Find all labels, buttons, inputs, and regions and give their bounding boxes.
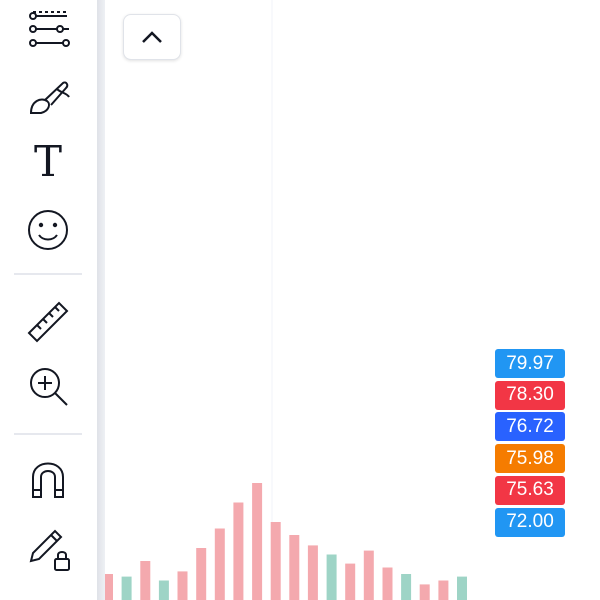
volume-bar	[289, 535, 300, 600]
volume-bar	[196, 548, 207, 600]
volume-bar	[401, 574, 412, 600]
lock-drawing-tool[interactable]	[18, 524, 78, 572]
volume-bars	[103, 483, 467, 600]
volume-bar	[345, 563, 356, 600]
volume-bar	[103, 574, 113, 600]
volume-bar	[326, 554, 337, 600]
volume-bar	[438, 580, 449, 600]
collapse-button[interactable]	[123, 14, 181, 60]
chevron-up-icon	[142, 31, 162, 43]
emoji-icon	[28, 210, 68, 250]
magnet-icon	[32, 462, 64, 498]
text-icon: T	[33, 137, 62, 186]
price-label: 75.98	[495, 444, 565, 474]
volume-bar	[270, 522, 281, 600]
volume-bar	[233, 502, 244, 600]
zoom-in-icon	[30, 368, 68, 406]
zoom-in-tool[interactable]	[18, 362, 78, 410]
toolbar-border	[97, 0, 105, 600]
volume-bar	[158, 580, 169, 600]
ruler-tool[interactable]	[18, 298, 78, 346]
volume-bar	[363, 550, 374, 600]
brush-tool[interactable]	[18, 74, 78, 122]
volume-bar	[214, 528, 225, 600]
volume-bar	[419, 584, 430, 600]
volume-bar	[252, 483, 263, 600]
price-label: 78.30	[495, 380, 565, 410]
drawing-toolbar: T	[0, 0, 97, 600]
magnet-tool[interactable]	[18, 456, 78, 504]
volume-bar	[140, 561, 151, 600]
price-label: 75.63	[495, 475, 565, 505]
price-label: 76.72	[495, 412, 565, 442]
volume-bar	[307, 545, 318, 600]
lock-drawing-icon	[29, 529, 70, 571]
volume-bar	[121, 576, 132, 600]
toolbar-separator	[14, 273, 82, 275]
volume-bar	[177, 571, 188, 600]
brush-icon	[29, 81, 70, 114]
price-label: 72.00	[495, 507, 565, 537]
ruler-icon	[27, 301, 69, 343]
trend-lines-tool[interactable]	[18, 8, 78, 56]
emoji-tool[interactable]	[18, 206, 78, 254]
price-label: 79.97	[495, 349, 565, 378]
volume-bar	[457, 576, 467, 600]
trend-lines-icon	[29, 11, 70, 47]
toolbar-separator	[14, 433, 82, 435]
volume-bar	[382, 567, 393, 600]
text-tool[interactable]: T	[18, 138, 78, 186]
